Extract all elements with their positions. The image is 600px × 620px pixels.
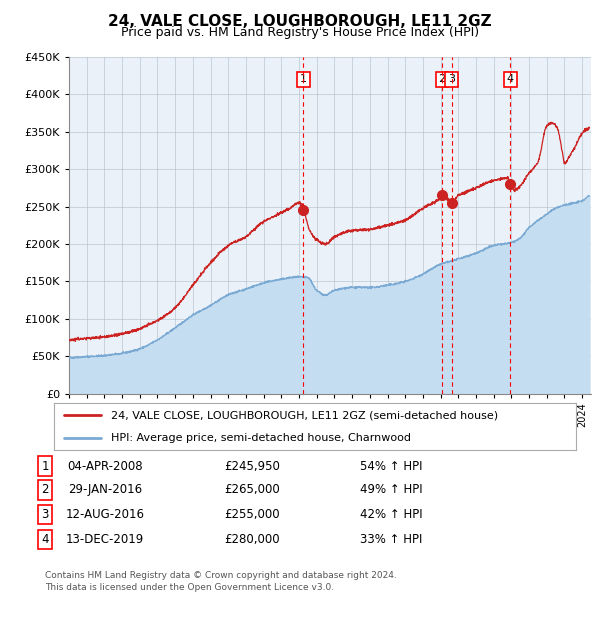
Text: 4: 4 [507, 74, 514, 84]
Text: £255,000: £255,000 [224, 508, 280, 521]
Text: Price paid vs. HM Land Registry's House Price Index (HPI): Price paid vs. HM Land Registry's House … [121, 26, 479, 39]
Text: 49% ↑ HPI: 49% ↑ HPI [360, 484, 422, 496]
Text: HPI: Average price, semi-detached house, Charnwood: HPI: Average price, semi-detached house,… [112, 433, 412, 443]
Text: This data is licensed under the Open Government Licence v3.0.: This data is licensed under the Open Gov… [45, 583, 334, 591]
Text: Contains HM Land Registry data © Crown copyright and database right 2024.: Contains HM Land Registry data © Crown c… [45, 571, 397, 580]
Text: 1: 1 [300, 74, 307, 84]
Text: 4: 4 [41, 533, 49, 546]
Text: 3: 3 [448, 74, 455, 84]
Text: 2: 2 [41, 484, 49, 496]
Text: 29-JAN-2016: 29-JAN-2016 [68, 484, 142, 496]
Text: 2: 2 [439, 74, 446, 84]
Text: £265,000: £265,000 [224, 484, 280, 496]
Text: 42% ↑ HPI: 42% ↑ HPI [360, 508, 422, 521]
Text: 13-DEC-2019: 13-DEC-2019 [66, 533, 144, 546]
Text: 33% ↑ HPI: 33% ↑ HPI [360, 533, 422, 546]
Text: 54% ↑ HPI: 54% ↑ HPI [360, 460, 422, 472]
Text: £280,000: £280,000 [224, 533, 280, 546]
Text: 12-AUG-2016: 12-AUG-2016 [65, 508, 145, 521]
Text: £245,950: £245,950 [224, 460, 280, 472]
Text: 24, VALE CLOSE, LOUGHBOROUGH, LE11 2GZ (semi-detached house): 24, VALE CLOSE, LOUGHBOROUGH, LE11 2GZ (… [112, 410, 499, 420]
Text: 1: 1 [41, 460, 49, 472]
Text: 24, VALE CLOSE, LOUGHBOROUGH, LE11 2GZ: 24, VALE CLOSE, LOUGHBOROUGH, LE11 2GZ [108, 14, 492, 29]
Text: 04-APR-2008: 04-APR-2008 [67, 460, 143, 472]
Text: 3: 3 [41, 508, 49, 521]
